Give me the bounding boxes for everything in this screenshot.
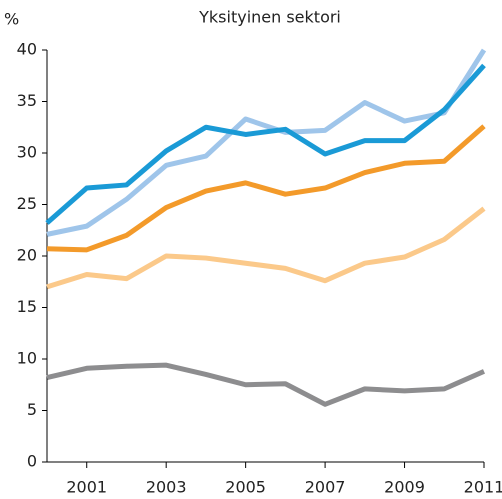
y-tick-label: 0	[27, 452, 37, 471]
y-tick-label: 10	[17, 349, 37, 368]
x-tick-label: 2007	[305, 478, 346, 497]
x-tick-label: 2005	[225, 478, 266, 497]
x-tick-label: 2011	[464, 478, 502, 497]
chart-title: Yksityinen sektori	[198, 8, 341, 27]
series-line	[46, 362, 486, 407]
x-tick-label: 2003	[146, 478, 187, 497]
y-tick-label: 30	[17, 143, 37, 162]
y-tick-label: 25	[17, 194, 37, 213]
y-tick-label: 35	[17, 91, 37, 110]
y-tick-label: 20	[17, 246, 37, 265]
series-line	[45, 63, 486, 225]
y-tick-label: 15	[17, 297, 37, 316]
y-tick-label: 40	[17, 40, 37, 59]
series-line	[46, 124, 486, 253]
series-line	[46, 206, 486, 290]
x-tick-label: 2009	[384, 478, 425, 497]
y-axis-label: %	[4, 10, 19, 29]
x-tick-label: 2001	[66, 478, 107, 497]
y-tick-label: 5	[27, 400, 37, 419]
series-line	[46, 48, 487, 237]
